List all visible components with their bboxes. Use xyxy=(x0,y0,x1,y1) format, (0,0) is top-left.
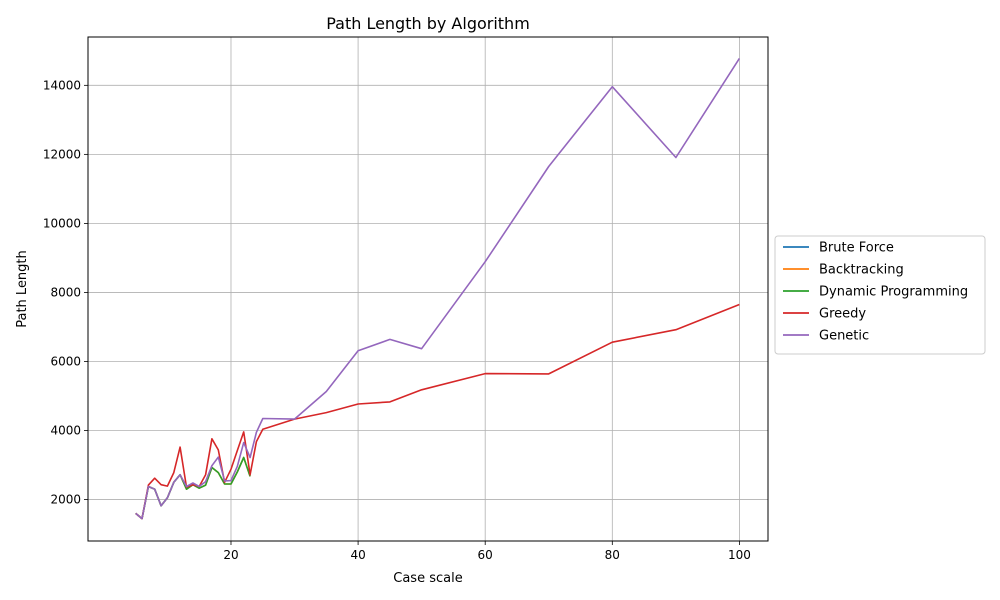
y-tick-label: 2000 xyxy=(50,493,81,507)
x-axis-ticks: 20 40 60 80 100 xyxy=(223,541,751,562)
y-axis-ticks: 2000 4000 6000 8000 10000 12000 14000 xyxy=(43,78,88,507)
y-tick-label: 8000 xyxy=(50,285,81,299)
legend-entry: Greedy xyxy=(819,307,866,322)
x-tick-label: 80 xyxy=(605,548,620,562)
series-line-greedy xyxy=(135,303,740,520)
x-axis-label: Case scale xyxy=(393,571,462,586)
y-tick-label: 14000 xyxy=(43,78,81,92)
grid xyxy=(88,37,768,541)
legend-box xyxy=(774,235,986,355)
x-tick-label: 20 xyxy=(223,548,238,562)
legend-entry: Dynamic Programming xyxy=(819,285,968,300)
y-tick-label: 6000 xyxy=(50,354,81,368)
legend: Brute Force Backtracking Dynamic Programmi… xyxy=(774,235,986,355)
y-tick-label: 12000 xyxy=(43,147,81,161)
legend-entry: Brute Force xyxy=(819,241,894,256)
x-tick-label: 60 xyxy=(478,548,493,562)
x-tick-label: 100 xyxy=(728,548,751,562)
y-tick-label: 10000 xyxy=(43,216,81,230)
chart-title: Path Length by Algorithm xyxy=(326,14,530,33)
y-axis-label: Path Length xyxy=(15,250,30,328)
series-line-genetic xyxy=(135,57,741,520)
legend-entry: Backtracking xyxy=(819,263,904,278)
y-tick-label: 4000 xyxy=(50,424,81,438)
x-tick-label: 40 xyxy=(350,548,365,562)
legend-entry: Genetic xyxy=(819,329,869,344)
plot-frame xyxy=(87,36,769,542)
series-lines xyxy=(135,57,741,520)
